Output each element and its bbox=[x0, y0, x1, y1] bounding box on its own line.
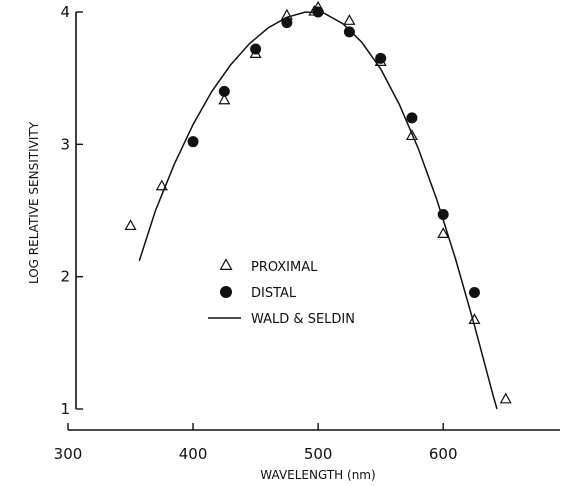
x-tick-label: 300 bbox=[54, 445, 83, 463]
tick-labels: 300 400 500 600 1 2 3 4 bbox=[54, 3, 458, 463]
distal-point bbox=[343, 26, 355, 38]
y-tick-label: 4 bbox=[60, 3, 70, 21]
proximal-point bbox=[499, 392, 512, 404]
series-proximal bbox=[124, 0, 512, 404]
y-tick-label: 2 bbox=[60, 268, 70, 286]
y-axis-title: LOG RELATIVE SENSITIVITY bbox=[27, 121, 41, 284]
distal-point bbox=[468, 287, 480, 299]
proximal-point bbox=[437, 227, 450, 238]
legend: PROXIMAL DISTAL WALD & SELDIN bbox=[208, 258, 355, 327]
distal-point bbox=[187, 136, 199, 148]
distal-point bbox=[218, 85, 230, 97]
legend-item: PROXIMAL bbox=[219, 258, 318, 275]
series-distal bbox=[187, 6, 480, 299]
distal-point bbox=[250, 43, 262, 55]
legend-item: DISTAL bbox=[220, 286, 297, 301]
axes bbox=[68, 12, 560, 431]
series-wald-seldin bbox=[138, 11, 498, 410]
series-layer bbox=[124, 0, 512, 410]
distal-point bbox=[281, 17, 293, 29]
proximal-point bbox=[343, 14, 356, 25]
distal-point bbox=[406, 112, 418, 124]
legend-label: WALD & SELDIN bbox=[251, 312, 355, 327]
legend-circle-icon bbox=[220, 286, 232, 298]
legend-label: DISTAL bbox=[251, 286, 297, 301]
x-tick-label: 500 bbox=[304, 445, 333, 463]
x-tick-label: 400 bbox=[179, 445, 208, 463]
legend-label: PROXIMAL bbox=[251, 260, 318, 275]
legend-triangle-icon bbox=[219, 258, 233, 270]
x-axis-title: WAVELENGTH (nm) bbox=[260, 468, 375, 482]
y-tick-label: 1 bbox=[60, 400, 70, 418]
x-tick-label: 600 bbox=[429, 445, 458, 463]
distal-point bbox=[312, 6, 324, 18]
y-tick-label: 3 bbox=[60, 135, 70, 153]
proximal-point bbox=[218, 93, 231, 105]
tick-marks bbox=[67, 11, 444, 430]
proximal-point bbox=[124, 219, 137, 231]
distal-point bbox=[375, 52, 387, 64]
fit-curve bbox=[138, 11, 498, 410]
legend-item: WALD & SELDIN bbox=[208, 312, 355, 327]
